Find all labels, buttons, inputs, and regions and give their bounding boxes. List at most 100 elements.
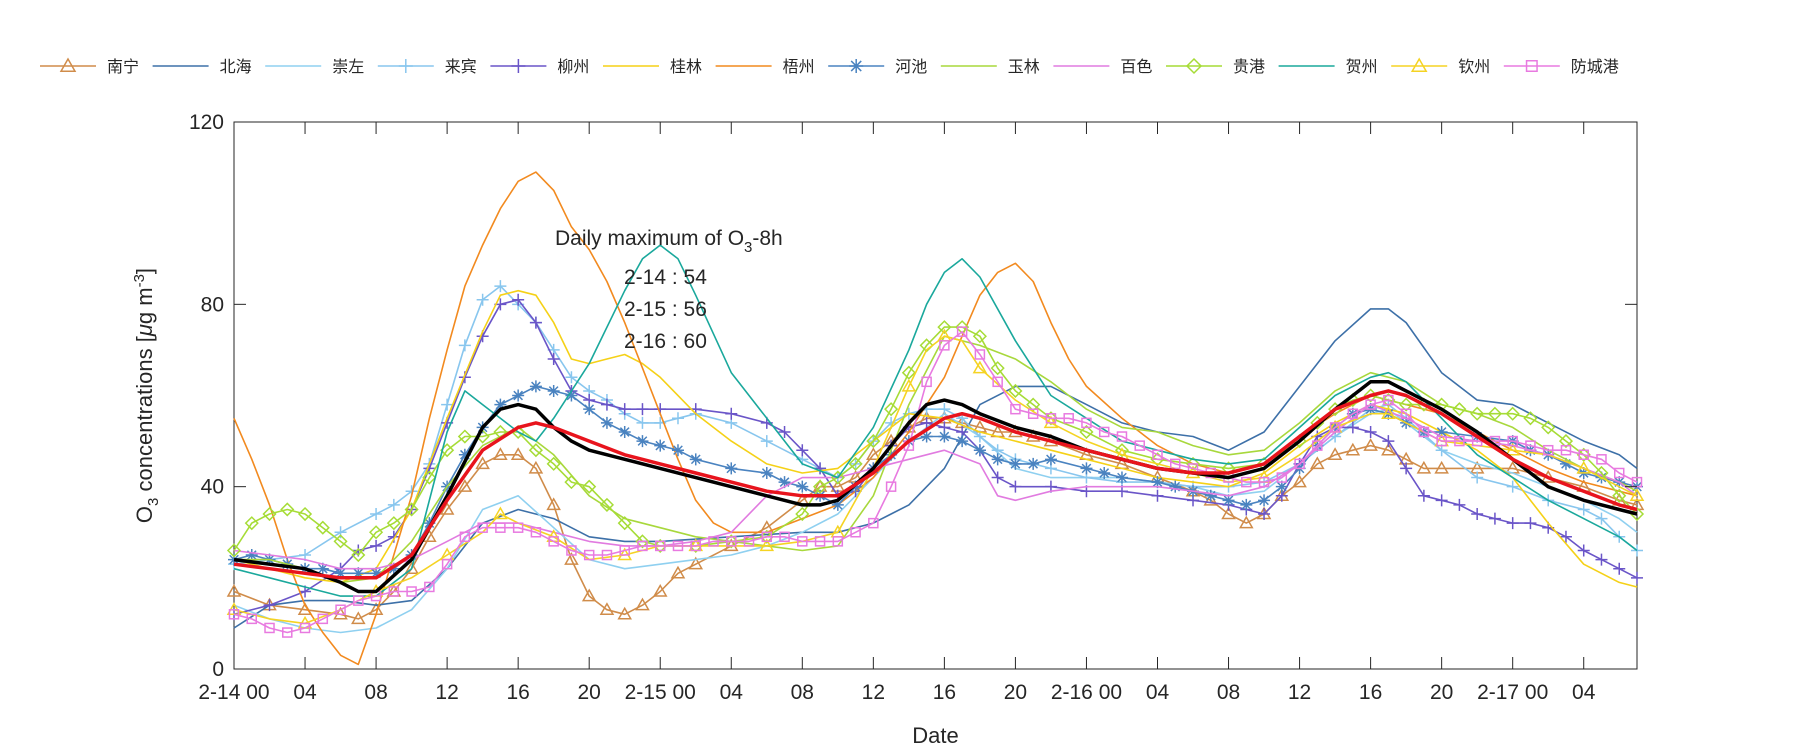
legend-item: 玉林 bbox=[940, 58, 1040, 76]
data-point bbox=[1487, 406, 1502, 421]
data-point bbox=[1081, 417, 1092, 429]
data-point bbox=[564, 552, 579, 565]
data-point bbox=[299, 622, 311, 634]
data-point bbox=[868, 517, 879, 529]
data-point bbox=[583, 403, 596, 416]
data-point bbox=[901, 378, 917, 392]
data-point bbox=[494, 398, 507, 411]
data-point bbox=[475, 456, 490, 470]
data-point bbox=[1151, 489, 1164, 502]
data-point bbox=[618, 403, 631, 416]
data-point bbox=[457, 429, 472, 444]
legend-label: 贺州 bbox=[1346, 58, 1378, 76]
data-point bbox=[459, 531, 471, 543]
x-tick-label: 2-16 00 bbox=[1051, 681, 1122, 704]
data-point bbox=[990, 361, 1005, 376]
data-point bbox=[1169, 480, 1182, 493]
data-point bbox=[599, 602, 615, 615]
data-point bbox=[1312, 440, 1323, 451]
legend-label: 防城港 bbox=[1571, 58, 1619, 76]
data-point bbox=[760, 466, 773, 479]
data-point bbox=[528, 460, 544, 474]
data-point bbox=[1345, 442, 1361, 456]
annotation-title: Daily maximum of O3-8h bbox=[555, 227, 783, 256]
data-point bbox=[1346, 421, 1359, 434]
legend-label: 钦州 bbox=[1458, 58, 1490, 76]
legend-item: 百色 bbox=[1053, 58, 1152, 76]
data-point bbox=[832, 536, 844, 547]
data-point bbox=[1578, 449, 1589, 461]
data-point bbox=[1559, 457, 1572, 470]
data-point bbox=[1471, 508, 1484, 521]
data-point bbox=[245, 549, 258, 562]
data-point bbox=[600, 416, 613, 429]
data-point bbox=[398, 59, 413, 73]
data-point bbox=[1506, 480, 1519, 493]
data-point bbox=[725, 462, 738, 475]
legend-label: 百色 bbox=[1120, 58, 1152, 76]
data-point bbox=[972, 329, 987, 344]
data-point bbox=[1010, 403, 1021, 415]
data-point bbox=[315, 520, 330, 535]
data-point bbox=[370, 539, 383, 552]
data-point bbox=[226, 583, 242, 597]
data-point bbox=[353, 595, 364, 606]
data-point bbox=[991, 471, 1004, 484]
daily-max-annotation: Daily maximum of O3-8h 2-14 : 54 2-15 : … bbox=[555, 227, 783, 353]
data-point bbox=[476, 293, 489, 306]
legend-item: 贺州 bbox=[1278, 58, 1378, 76]
x-tick-label: 2-14 00 bbox=[198, 681, 269, 704]
data-point bbox=[547, 353, 560, 366]
data-point bbox=[458, 339, 471, 352]
data-point bbox=[1151, 476, 1164, 489]
data-point bbox=[778, 425, 791, 438]
data-point bbox=[1027, 457, 1040, 470]
data-point bbox=[796, 444, 809, 457]
x-tick-label: 16 bbox=[933, 681, 956, 704]
data-point bbox=[796, 480, 809, 493]
data-point bbox=[654, 439, 667, 452]
data-point bbox=[1009, 457, 1022, 470]
data-point bbox=[1434, 460, 1449, 474]
data-point bbox=[565, 371, 578, 384]
data-point bbox=[226, 602, 242, 615]
data-point bbox=[423, 517, 436, 530]
data-point bbox=[439, 501, 455, 515]
data-point bbox=[617, 516, 632, 531]
data-point bbox=[1347, 408, 1359, 419]
data-point bbox=[333, 534, 348, 549]
data-point bbox=[262, 506, 277, 522]
data-point bbox=[938, 403, 951, 416]
series-layer bbox=[226, 171, 1645, 666]
data-point bbox=[1435, 494, 1448, 507]
data-point bbox=[1258, 508, 1271, 521]
data-point bbox=[1595, 512, 1608, 525]
data-point bbox=[458, 448, 471, 461]
data-point bbox=[404, 502, 419, 517]
data-point bbox=[566, 545, 577, 556]
data-point bbox=[637, 540, 648, 552]
series-line bbox=[233, 389, 1638, 580]
data-point bbox=[441, 558, 453, 570]
data-point bbox=[1453, 498, 1466, 511]
data-point bbox=[708, 536, 719, 547]
data-point bbox=[1098, 466, 1111, 479]
data-point bbox=[1631, 571, 1643, 584]
legend-label: 柳州 bbox=[557, 58, 589, 76]
data-point bbox=[1276, 472, 1288, 483]
data-point bbox=[1506, 517, 1519, 530]
data-point bbox=[1382, 435, 1395, 448]
data-point bbox=[1399, 397, 1414, 412]
data-point bbox=[1115, 471, 1128, 484]
data-point bbox=[1577, 503, 1590, 516]
data-point bbox=[1576, 460, 1592, 474]
data-point bbox=[1365, 399, 1376, 410]
data-point bbox=[59, 57, 77, 72]
data-point bbox=[493, 506, 508, 520]
data-point bbox=[582, 479, 597, 494]
data-point bbox=[849, 59, 864, 73]
data-point bbox=[814, 536, 826, 547]
data-point bbox=[636, 403, 649, 416]
data-point bbox=[1594, 465, 1609, 481]
